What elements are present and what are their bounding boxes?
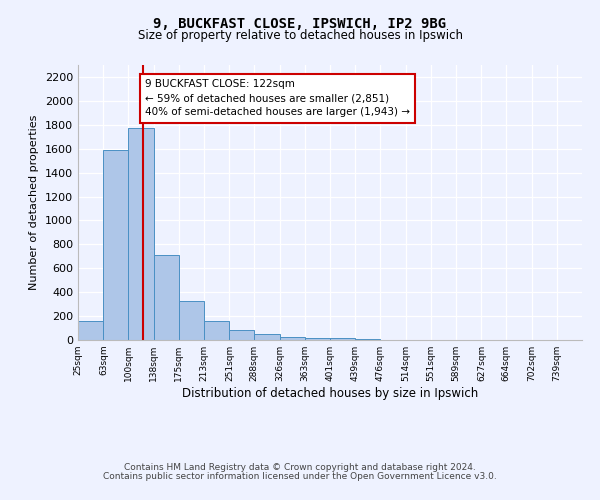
Text: Contains HM Land Registry data © Crown copyright and database right 2024.: Contains HM Land Registry data © Crown c… (124, 464, 476, 472)
Bar (305, 338, 330, 340)
Bar (204, 321, 229, 340)
Bar (154, 255, 179, 340)
Bar (229, 330, 254, 340)
Text: 9 BUCKFAST CLOSE: 122sqm
← 59% of detached houses are smaller (2,851)
40% of sem: 9 BUCKFAST CLOSE: 122sqm ← 59% of detach… (145, 80, 410, 118)
Text: 9, BUCKFAST CLOSE, IPSWICH, IP2 9BG: 9, BUCKFAST CLOSE, IPSWICH, IP2 9BG (154, 18, 446, 32)
Text: Contains public sector information licensed under the Open Government Licence v3: Contains public sector information licen… (103, 472, 497, 481)
Bar (179, 301, 204, 340)
Y-axis label: Number of detached properties: Number of detached properties (29, 115, 40, 290)
Bar (103, 150, 128, 340)
Bar (355, 339, 380, 340)
Bar (128, 128, 154, 340)
Bar (78, 321, 103, 340)
Text: Size of property relative to detached houses in Ipswich: Size of property relative to detached ho… (137, 29, 463, 42)
Bar (254, 334, 280, 340)
Bar (330, 338, 355, 340)
Bar (280, 337, 305, 340)
X-axis label: Distribution of detached houses by size in Ipswich: Distribution of detached houses by size … (182, 387, 478, 400)
